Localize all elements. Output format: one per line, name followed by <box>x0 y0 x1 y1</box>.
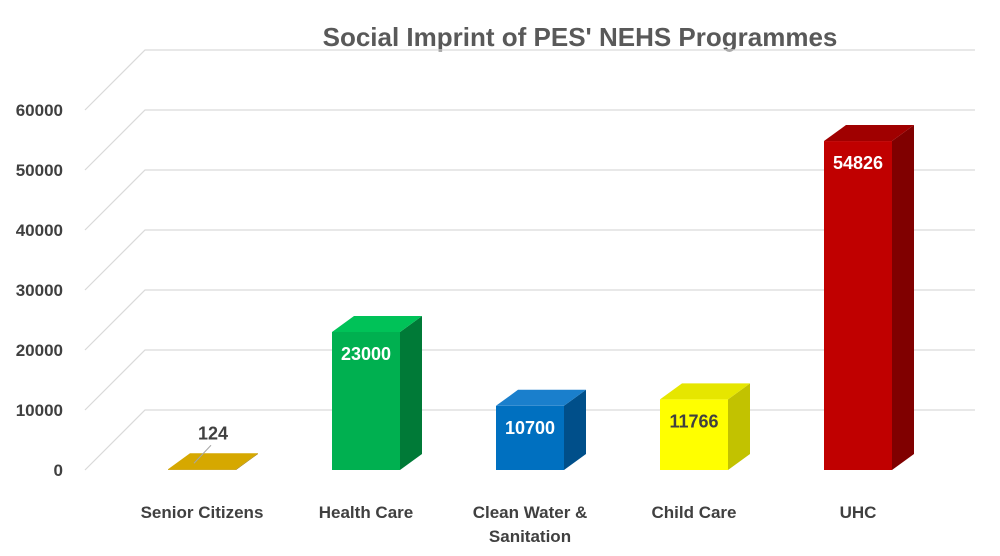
gridline <box>84 109 975 171</box>
gridline <box>84 289 975 351</box>
bar-side <box>728 383 750 470</box>
y-tick-label: 20000 <box>16 341 63 360</box>
y-tick-label: 0 <box>54 461 63 480</box>
x-tick-label-line: Sanitation <box>489 527 571 546</box>
bar: 124 <box>168 423 258 470</box>
x-tick-label-line: UHC <box>840 503 877 522</box>
data-label: 23000 <box>341 344 391 364</box>
y-tick-label: 40000 <box>16 221 63 240</box>
data-label: 10700 <box>505 418 555 438</box>
bar-top <box>168 453 258 470</box>
x-tick-label: Health Care <box>319 503 413 522</box>
gridline <box>84 349 975 411</box>
y-tick-label: 30000 <box>16 281 63 300</box>
bar-front <box>332 332 400 470</box>
x-tick-label-line: Child Care <box>651 503 736 522</box>
bar-front <box>660 399 728 470</box>
bar-top <box>496 389 586 406</box>
bar-front <box>168 469 236 470</box>
bar-side <box>236 453 258 470</box>
x-tick-label: UHC <box>840 503 877 522</box>
gridline <box>84 229 975 291</box>
bar-side <box>892 125 914 470</box>
data-label: 54826 <box>833 153 883 173</box>
bar-top <box>332 316 422 332</box>
y-tick-label: 50000 <box>16 161 63 180</box>
x-tick-label: Child Care <box>651 503 736 522</box>
chart-title: Social Imprint of PES' NEHS Programmes <box>323 22 838 52</box>
gridline <box>84 49 975 111</box>
gridline <box>84 169 975 231</box>
bar-front <box>496 405 564 470</box>
x-tick-label-line: Clean Water & <box>473 503 588 522</box>
bar: 23000 <box>332 316 422 470</box>
data-label: 124 <box>198 423 228 443</box>
gridlines <box>84 49 975 471</box>
x-tick-label-line: Senior Citizens <box>141 503 264 522</box>
bar-side <box>400 316 422 470</box>
bar-side <box>564 389 586 470</box>
bar: 10700 <box>496 389 586 470</box>
bar-top <box>660 383 750 400</box>
bar: 11766 <box>660 383 750 470</box>
data-label-leader <box>193 444 212 464</box>
bar: 54826 <box>824 125 914 470</box>
bar-top <box>824 125 914 142</box>
y-tick-label: 60000 <box>16 101 63 120</box>
x-tick-label: Clean Water & Sanitation <box>473 503 588 546</box>
x-tick-label-line: Health Care <box>319 503 413 522</box>
bar-front <box>824 141 892 470</box>
y-axis-ticks: 0 10000 20000 30000 40000 50000 60000 <box>16 101 63 480</box>
bars: 124 23000 10700 11766 54826 <box>168 125 914 470</box>
x-axis-ticks: Senior Citizens Health Care Clean Water & S… <box>141 503 877 546</box>
y-tick-label: 10000 <box>16 401 63 420</box>
data-label: 11766 <box>669 411 718 431</box>
x-tick-label: Senior Citizens <box>141 503 264 522</box>
